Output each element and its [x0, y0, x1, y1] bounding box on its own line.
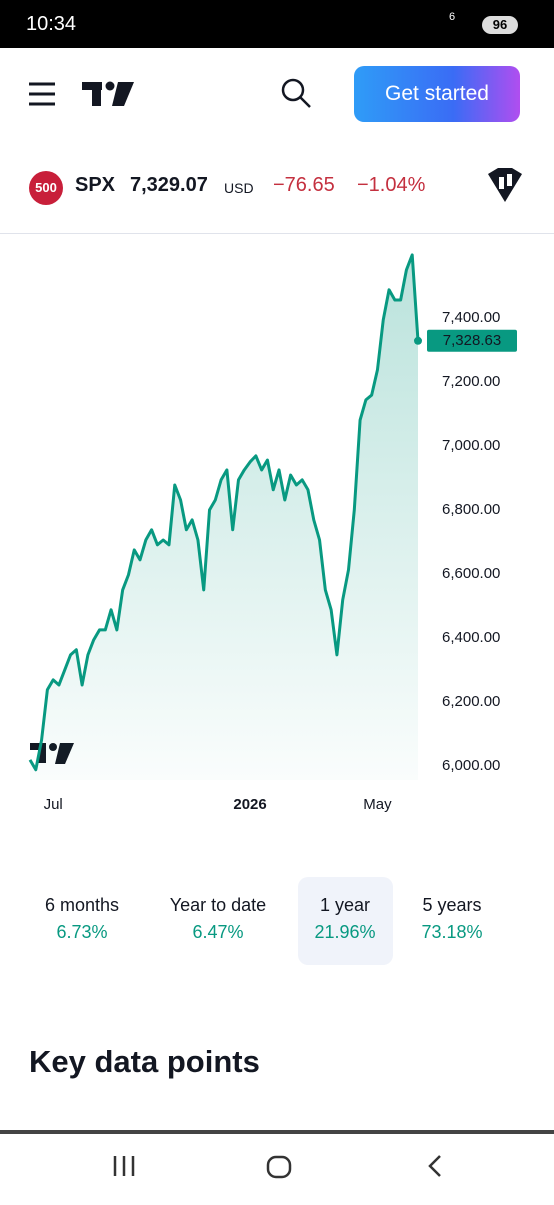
nav-icons	[113, 1155, 441, 1179]
clock: 10:34	[26, 13, 77, 35]
status-bar: 10:34 6 96	[0, 0, 554, 48]
divider	[0, 233, 554, 234]
period-return: 6.47%	[192, 922, 244, 942]
chart: 6,000.00 6,200.00 6,400.00 6,600.00 6,800.00…	[28, 253, 517, 813]
period-tab[interactable]: 6 months 6.73%	[22, 895, 142, 943]
period-tab[interactable]: 5 years 73.18%	[392, 895, 512, 943]
y-tick-label: 6,000.00	[442, 757, 500, 774]
change-percent: −1.04%	[357, 174, 426, 196]
back-button[interactable]	[428, 1155, 441, 1177]
home-button[interactable]	[266, 1155, 292, 1179]
period-return: 6.73%	[56, 922, 108, 942]
get-started-button[interactable]: Get started	[354, 66, 520, 122]
x-tick-label: Jul	[44, 796, 63, 813]
y-tick-label: 6,800.00	[442, 501, 500, 518]
period-tab[interactable]: 1 year 21.96%	[285, 895, 405, 943]
x-tick-label: 2026	[233, 796, 266, 813]
logo[interactable]	[82, 81, 134, 107]
period-label: 6 months	[44, 895, 120, 915]
period-return: 73.18%	[421, 922, 483, 942]
last-price-box	[427, 329, 517, 352]
search-button[interactable]	[281, 78, 311, 108]
menu-button[interactable]	[29, 82, 55, 106]
price-line	[28, 253, 420, 772]
battery: 96	[482, 16, 518, 34]
index-badge: 500	[29, 171, 63, 205]
price: 7,329.07	[130, 174, 208, 196]
alert-icon[interactable]	[486, 168, 526, 204]
selected-period-bg	[298, 877, 393, 965]
recents-button[interactable]	[113, 1156, 135, 1176]
y-tick-label: 6,600.00	[442, 565, 500, 582]
period-return: 21.96%	[314, 922, 376, 942]
x-tick-label: May	[363, 796, 392, 813]
header-icons	[29, 78, 311, 108]
y-tick-label: 7,200.00	[442, 373, 500, 390]
y-tick-label: 6,200.00	[442, 693, 500, 710]
last-price-label: 7,328.63	[443, 332, 501, 349]
period-tab[interactable]: Year to date 6.47%	[158, 895, 278, 943]
period-label: 5 years	[422, 895, 482, 915]
nav-bar	[0, 1130, 554, 1204]
y-tick-label: 6,400.00	[442, 629, 500, 646]
currency: USD	[224, 180, 254, 196]
wifi-badge: 6	[449, 11, 456, 23]
symbol: SPX	[75, 174, 116, 196]
period-label: Year to date	[169, 895, 267, 915]
area-fill	[30, 254, 418, 780]
y-tick-label: 7,400.00	[442, 309, 500, 326]
period-label: 1 year	[319, 895, 371, 915]
change: −76.65	[273, 174, 335, 196]
y-tick-label: 7,000.00	[442, 437, 500, 454]
section-title: Key data points	[29, 1044, 260, 1079]
last-point	[414, 336, 422, 345]
